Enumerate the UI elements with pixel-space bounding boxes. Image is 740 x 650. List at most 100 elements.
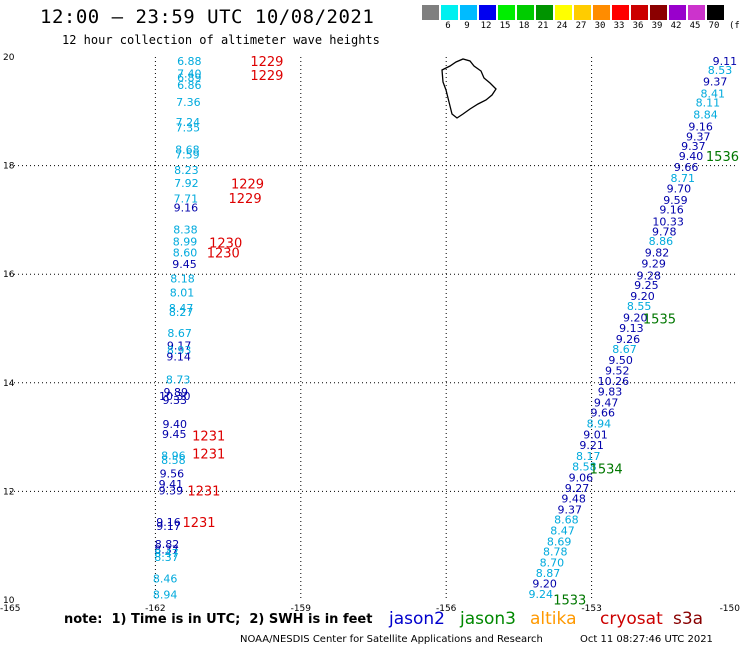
colorbar-label: 12 — [480, 21, 492, 31]
pass-time-label: 1231 — [187, 484, 220, 499]
wave-height-label: 9.33 — [163, 394, 188, 407]
wave-height-label: 8.94 — [587, 418, 612, 431]
wave-height-label: 9.17 — [167, 339, 192, 352]
wave-height-label: 9.66 — [590, 407, 615, 420]
wave-height-label: 8.68 — [554, 514, 579, 527]
wave-height-label: 8.68 — [175, 143, 200, 156]
wave-height-label: 9.20 — [630, 290, 655, 303]
footer-timestamp: Oct 11 08:27:46 UTC 2021 — [580, 634, 713, 645]
wave-height-label: 9.20 — [623, 312, 648, 325]
wave-height-label: 9.41 — [159, 478, 184, 491]
wave-height-label: 9.01 — [583, 428, 608, 441]
wave-height-label: 8.93 — [167, 344, 192, 357]
wave-height-label: 9.13 — [619, 322, 644, 335]
wave-height-label: 8.67 — [612, 343, 637, 356]
colorbar-swatch — [555, 5, 572, 20]
colorbar-swatch — [688, 5, 705, 20]
wave-height-label: 9.16 — [156, 516, 181, 529]
colorbar-label: 18 — [518, 21, 530, 31]
wave-height-label: 8.99 — [173, 236, 198, 249]
wave-height-label: 8.60 — [173, 246, 198, 259]
wave-height-label: 9.14 — [166, 351, 191, 364]
page-subtitle: 12 hour collection of altimeter wave hei… — [62, 33, 380, 47]
footer-source: NOAA/NESDIS Center for Satellite Applica… — [240, 634, 543, 645]
colorbar-label: 9 — [464, 21, 470, 31]
wave-height-label: 9.56 — [160, 467, 185, 480]
x-tick-label: -153 — [581, 604, 601, 614]
wave-height-label: 8.27 — [169, 306, 194, 319]
colorbar-swatch — [441, 5, 458, 20]
wave-height-label: 8.69 — [547, 535, 572, 548]
wave-height-label: 9.50 — [608, 354, 633, 367]
wave-height-label: 9.48 — [561, 492, 586, 505]
wave-height-label: 9.37 — [558, 503, 583, 516]
x-tick-label: -165 — [0, 604, 20, 614]
wave-height-label: 6.88 — [177, 55, 202, 68]
colorbar-label: 21 — [537, 21, 549, 31]
wave-height-label: 10.26 — [598, 375, 630, 388]
island-outline — [441, 58, 497, 119]
wave-height-label: 8.87 — [536, 567, 561, 580]
wave-height-label: 10.33 — [652, 216, 684, 229]
wave-height-label: 9.21 — [579, 439, 604, 452]
wave-height-label: 9.52 — [605, 364, 630, 377]
wave-height-label: 9.82 — [645, 246, 670, 259]
wave-height-label: 8.47 — [154, 547, 179, 560]
wave-height-label: 9.45 — [172, 258, 197, 271]
wave-height-label: 8.71 — [670, 172, 695, 185]
wave-height-label: 9.45 — [162, 428, 187, 441]
wave-height-label: 8.53 — [708, 64, 733, 77]
pass-time-label: 1536 — [706, 150, 739, 165]
colorbar-label: 36 — [632, 21, 644, 31]
wave-height-label: 7.24 — [176, 116, 201, 129]
colorbar-swatch — [536, 5, 553, 20]
wave-height-label: 7.36 — [176, 96, 201, 109]
colorbar-swatch — [612, 5, 629, 20]
wave-height-label: 10.30 — [159, 390, 191, 403]
pass-time-label: 1229 — [250, 69, 283, 84]
pass-time-label: 1231 — [192, 429, 225, 444]
wave-height-label: 9.40 — [163, 418, 188, 431]
wave-height-label: 9.27 — [565, 482, 590, 495]
colorbar-label: 30 — [594, 21, 606, 31]
x-tick-label: -150 — [720, 604, 740, 614]
pass-time-label: 1533 — [553, 593, 586, 608]
wave-height-label: 9.11 — [713, 55, 738, 68]
colorbar-swatch — [669, 5, 686, 20]
pass-time-label: 1230 — [209, 237, 242, 252]
x-tick-label: -162 — [145, 604, 165, 614]
wave-height-label: 8.41 — [701, 87, 726, 100]
colorbar-label: 27 — [575, 21, 587, 31]
pass-time-label: 1229 — [231, 178, 264, 193]
wave-height-label: 6.86 — [177, 79, 202, 92]
wave-height-label: 7.71 — [174, 193, 199, 206]
y-tick-label: 14 — [3, 379, 15, 389]
pass-time-label: 1534 — [590, 463, 623, 478]
wave-height-label: 9.47 — [594, 396, 619, 409]
wave-height-label: 8.01 — [170, 287, 195, 300]
wave-height-label: 8.18 — [170, 273, 195, 286]
wave-height-label: 8.84 — [693, 109, 718, 122]
legend-altika: altika — [530, 609, 577, 629]
legend-s3a: s3a — [673, 609, 704, 629]
wave-height-label: 8.55 — [627, 300, 652, 313]
wave-height-label: 9.66 — [674, 161, 699, 174]
colorbar-label: 45 — [689, 21, 701, 31]
colorbar-swatch — [593, 5, 610, 20]
wave-height-label: 9.25 — [634, 279, 659, 292]
y-tick-label: 16 — [3, 270, 15, 280]
colorbar-unit: (ft) — [729, 21, 740, 31]
x-tick-label: -159 — [291, 604, 312, 614]
wave-height-label: 8.67 — [167, 327, 192, 340]
wave-height-label: 9.37 — [686, 130, 711, 143]
wave-height-label: 8.11 — [696, 97, 721, 110]
wave-height-label: 7.59 — [175, 149, 200, 162]
wave-height-label: 9.40 — [679, 150, 704, 163]
colorbar-swatch — [650, 5, 667, 20]
colorbar-swatch — [574, 5, 591, 20]
wave-height-label: 9.29 — [641, 257, 666, 270]
colorbar-swatch — [631, 5, 648, 20]
wave-height-label: 9.37 — [703, 75, 728, 88]
legend-jason2: jason2 — [389, 609, 445, 629]
